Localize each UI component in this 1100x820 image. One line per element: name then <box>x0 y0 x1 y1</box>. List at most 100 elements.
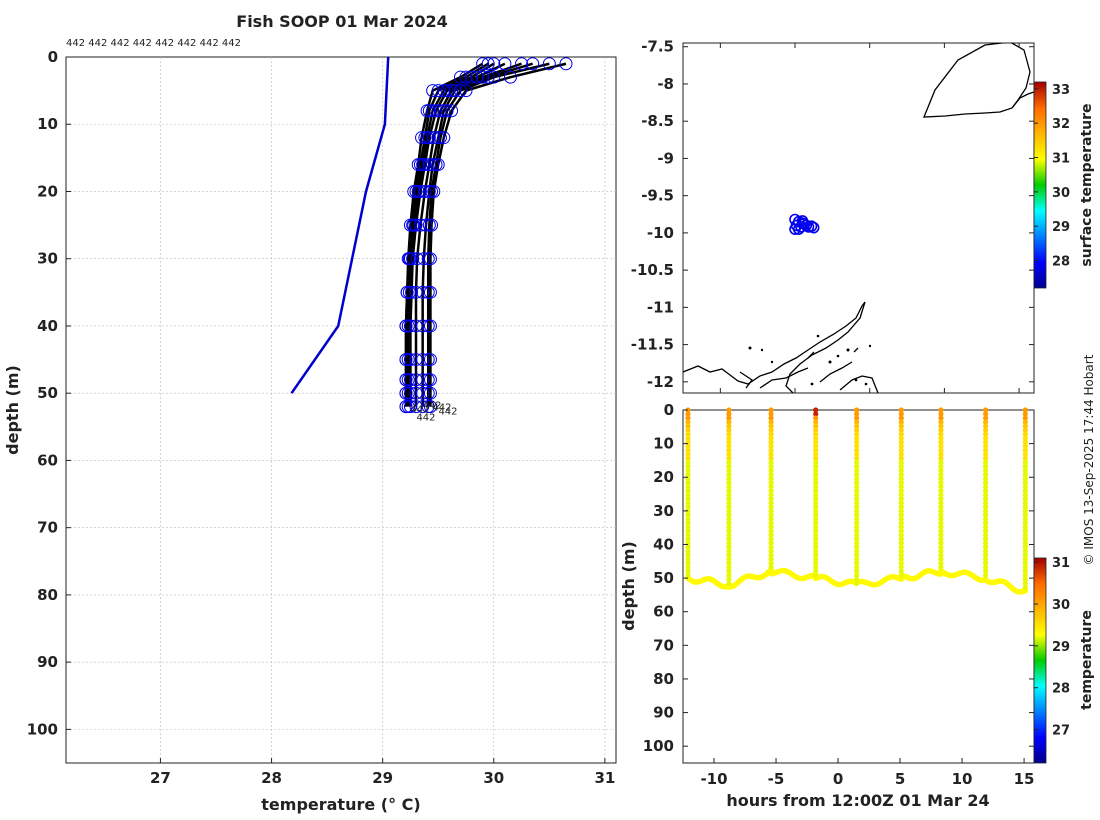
section-point <box>854 572 860 579</box>
section-ytick-label: 90 <box>653 704 674 722</box>
profile-marker <box>445 84 459 98</box>
section-point <box>813 496 819 502</box>
section-point <box>726 463 732 470</box>
section-point <box>813 540 819 546</box>
section-point <box>813 443 819 449</box>
section-ytick-label: 60 <box>653 603 674 621</box>
section-point <box>1022 455 1028 462</box>
profile-marker <box>481 57 495 71</box>
map-ticks: -7.5 -8 -8.5 -9 -9.5 -10 -10.5 -11 -11.5 -12 <box>631 38 1034 393</box>
section-point <box>938 496 944 502</box>
section-point <box>768 467 774 474</box>
profile-marker <box>445 104 459 118</box>
section-point <box>685 552 691 558</box>
section-point <box>813 447 819 453</box>
section-point <box>726 455 732 462</box>
map-ytick-label: -9 <box>657 149 674 167</box>
section-point <box>813 411 819 417</box>
section-point <box>685 560 691 566</box>
section-point <box>983 471 989 478</box>
section-point <box>768 411 774 417</box>
section-ytick-label: 20 <box>653 468 674 486</box>
temp-colorbar-tick-label: 31 <box>1052 556 1070 571</box>
section-point <box>813 520 819 526</box>
section-point <box>983 480 989 486</box>
section-point <box>685 504 691 510</box>
section-point <box>1022 492 1028 498</box>
section-point <box>726 496 732 502</box>
section-point <box>854 435 860 441</box>
section-point <box>1022 532 1028 538</box>
temp-colorbar-tick-label: 29 <box>1052 640 1070 655</box>
section-point <box>1022 484 1028 490</box>
section-point <box>768 484 774 490</box>
section-point <box>983 556 989 562</box>
section-point <box>768 496 774 502</box>
section-point <box>1022 471 1028 478</box>
profile-marker <box>487 70 501 84</box>
profile-marker <box>440 84 454 98</box>
platform-id-row: 442 442 442 442 442 442 442 442 <box>66 38 241 49</box>
profile-end-label: 442 <box>410 405 429 416</box>
section-point <box>898 463 904 470</box>
section-point <box>726 431 732 437</box>
section-point <box>898 504 904 510</box>
section-point <box>813 552 819 558</box>
profile-marker <box>503 70 517 84</box>
profile-marker <box>487 57 501 71</box>
section-point <box>726 548 732 554</box>
profile-ytick-label: 10 <box>37 115 58 133</box>
section-point <box>1022 500 1028 506</box>
section-point <box>768 508 774 514</box>
profile-marker <box>498 57 512 71</box>
section-point <box>768 475 774 482</box>
section-point <box>854 568 860 574</box>
section-point <box>938 443 944 449</box>
section-point <box>813 564 819 570</box>
section-point <box>938 484 944 490</box>
section-point <box>898 451 904 457</box>
surface-temp-colorbar-label: surface temperature <box>1079 103 1095 266</box>
profile-marker <box>422 158 436 172</box>
section-point <box>768 419 774 425</box>
section-point <box>854 580 860 587</box>
section-point <box>898 536 904 542</box>
section-point <box>983 500 989 506</box>
section-point <box>726 443 732 449</box>
section-point <box>1022 407 1028 413</box>
section-point <box>685 480 691 486</box>
section-point <box>768 556 774 562</box>
section-point <box>1022 415 1028 421</box>
section-point <box>898 568 904 574</box>
section-point <box>938 556 944 562</box>
profile-grid <box>66 57 616 763</box>
section-point <box>813 524 819 530</box>
section-point <box>685 564 691 570</box>
surface-temp-colorbar-tick-label: 28 <box>1052 255 1070 270</box>
section-point <box>898 423 904 429</box>
section-point <box>685 447 691 453</box>
section-point <box>813 532 819 538</box>
section-point <box>813 544 819 550</box>
section-point <box>983 455 989 462</box>
section-point <box>685 431 691 437</box>
section-point <box>768 512 774 518</box>
section-point <box>854 475 860 482</box>
section-point <box>938 512 944 518</box>
map-ytick-label: -8.5 <box>641 112 674 130</box>
profile-xtick-label: 29 <box>372 769 393 787</box>
section-point <box>813 484 819 490</box>
section-point <box>685 415 691 421</box>
section-point <box>768 447 774 453</box>
section-point <box>768 564 774 570</box>
section-point <box>813 536 819 542</box>
section-point <box>983 415 989 421</box>
section-point <box>726 423 732 429</box>
track-point <box>807 221 820 234</box>
section-point <box>983 419 989 425</box>
section-point <box>1022 512 1028 518</box>
profile-xlabel: temperature (° C) <box>261 795 420 814</box>
profile-marker <box>429 158 443 172</box>
section-point <box>685 455 691 462</box>
